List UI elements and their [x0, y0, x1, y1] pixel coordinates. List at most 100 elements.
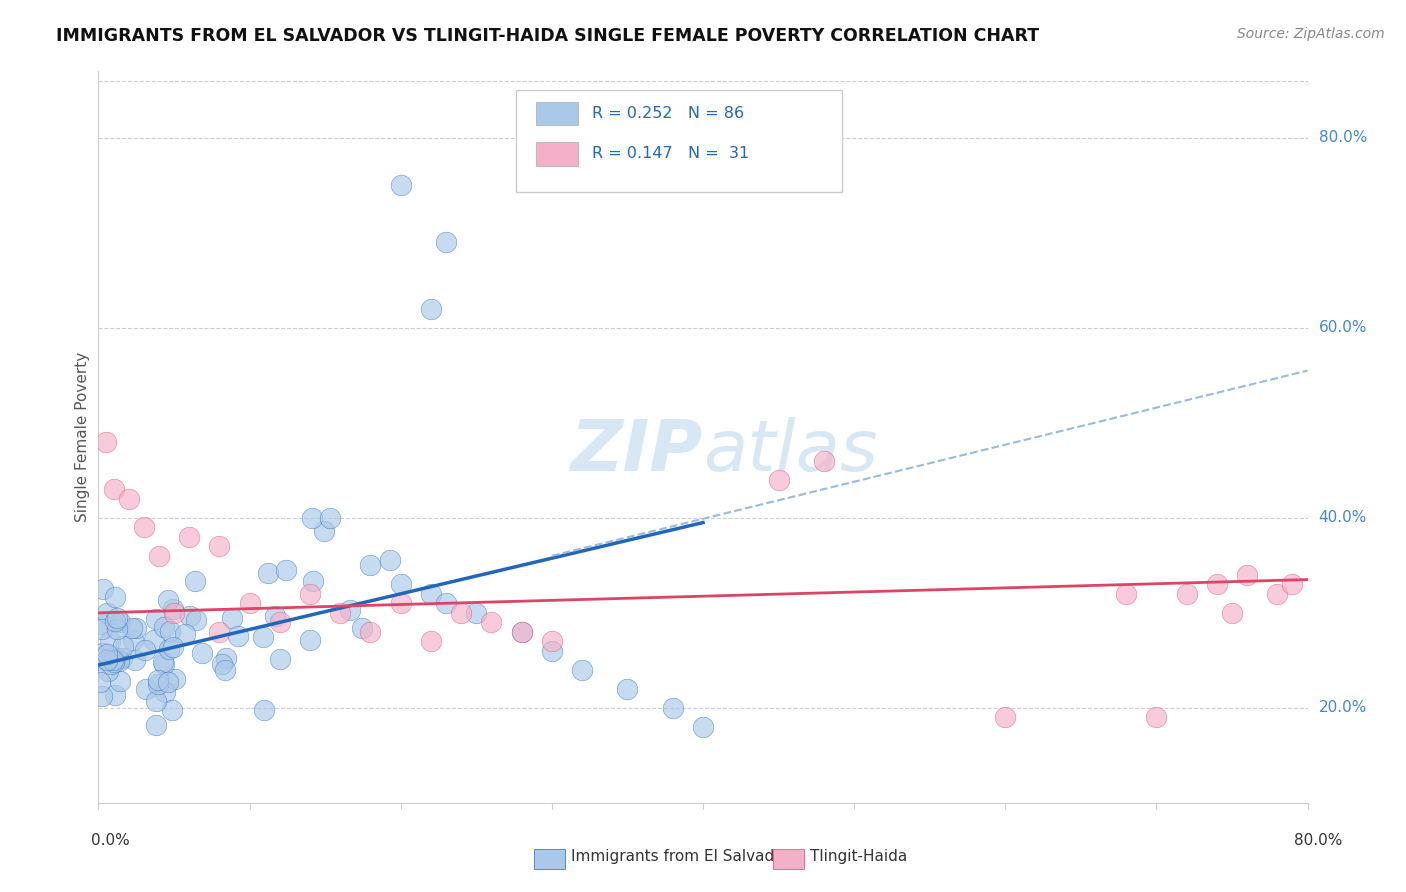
Point — [994, 710, 1017, 724]
Point — [163, 606, 186, 620]
Point — [540, 634, 562, 648]
Point — [134, 642, 156, 657]
Point — [103, 483, 125, 497]
Point — [389, 596, 412, 610]
Point — [312, 524, 335, 538]
Point — [121, 621, 143, 635]
Point — [108, 652, 131, 666]
Point — [148, 549, 170, 563]
Text: ZIP: ZIP — [571, 417, 703, 486]
Point — [96, 607, 118, 621]
FancyBboxPatch shape — [536, 102, 578, 126]
Point — [420, 587, 443, 601]
Point — [208, 539, 231, 553]
Point — [692, 720, 714, 734]
Text: 20.0%: 20.0% — [1319, 700, 1367, 715]
Point — [91, 646, 114, 660]
Point — [184, 613, 207, 627]
Point — [661, 701, 683, 715]
Point — [104, 614, 127, 628]
Point — [165, 672, 187, 686]
Point — [481, 615, 503, 630]
Point — [378, 553, 401, 567]
Point — [152, 655, 174, 669]
Point — [1281, 577, 1303, 591]
Point — [96, 647, 118, 661]
Point — [179, 530, 201, 544]
Point — [434, 596, 457, 610]
Point — [105, 622, 128, 636]
Text: IMMIGRANTS FROM EL SALVADOR VS TLINGIT-HAIDA SINGLE FEMALE POVERTY CORRELATION C: IMMIGRANTS FROM EL SALVADOR VS TLINGIT-H… — [56, 27, 1039, 45]
Point — [813, 454, 835, 468]
Point — [145, 694, 167, 708]
Point — [208, 624, 231, 639]
Point — [465, 606, 488, 620]
Point — [768, 473, 790, 487]
Point — [214, 664, 236, 678]
Point — [111, 650, 134, 665]
Point — [299, 633, 322, 648]
Point — [221, 611, 243, 625]
Point — [239, 596, 262, 610]
Point — [420, 301, 443, 316]
Point — [389, 178, 412, 193]
Text: atlas: atlas — [703, 417, 877, 486]
Point — [98, 633, 121, 648]
Point — [228, 629, 250, 643]
Point — [91, 622, 114, 636]
Point — [156, 675, 179, 690]
Point — [100, 657, 122, 671]
Text: Source: ZipAtlas.com: Source: ZipAtlas.com — [1237, 27, 1385, 41]
Point — [1236, 567, 1258, 582]
Text: R = 0.252   N = 86: R = 0.252 N = 86 — [592, 105, 744, 120]
Point — [96, 652, 118, 666]
Point — [360, 624, 382, 639]
Point — [104, 688, 127, 702]
Point — [510, 624, 533, 639]
Point — [1115, 587, 1137, 601]
Point — [91, 652, 114, 666]
Point — [125, 621, 148, 635]
Point — [103, 655, 125, 669]
Point — [145, 717, 167, 731]
Text: Immigrants from El Salvador: Immigrants from El Salvador — [571, 849, 790, 863]
Point — [319, 511, 342, 525]
Point — [97, 664, 120, 678]
Point — [118, 491, 141, 506]
Point — [135, 682, 157, 697]
Point — [146, 673, 169, 688]
Point — [1144, 710, 1167, 724]
Point — [108, 654, 131, 668]
Text: R = 0.147   N =  31: R = 0.147 N = 31 — [592, 145, 749, 161]
Point — [148, 677, 170, 691]
Point — [157, 642, 180, 657]
Point — [214, 651, 236, 665]
Point — [156, 592, 179, 607]
Text: 80.0%: 80.0% — [1319, 130, 1367, 145]
Point — [159, 624, 181, 638]
Point — [339, 603, 361, 617]
Point — [540, 644, 562, 658]
Point — [571, 663, 593, 677]
Point — [110, 673, 132, 688]
Point — [160, 703, 183, 717]
Point — [91, 582, 114, 597]
Point — [269, 652, 291, 666]
FancyBboxPatch shape — [516, 90, 842, 192]
Point — [191, 646, 214, 660]
Point — [301, 574, 323, 588]
Point — [91, 690, 114, 704]
Point — [434, 235, 457, 250]
Point — [420, 634, 443, 648]
Point — [1267, 587, 1289, 601]
Point — [111, 639, 134, 653]
Point — [91, 616, 114, 631]
Point — [1175, 587, 1198, 601]
Text: 80.0%: 80.0% — [1295, 833, 1343, 847]
Point — [152, 657, 174, 671]
Point — [103, 649, 125, 664]
Text: Tlingit-Haida: Tlingit-Haida — [810, 849, 907, 863]
Point — [183, 574, 205, 588]
Text: 60.0%: 60.0% — [1319, 320, 1367, 335]
Point — [329, 606, 352, 620]
